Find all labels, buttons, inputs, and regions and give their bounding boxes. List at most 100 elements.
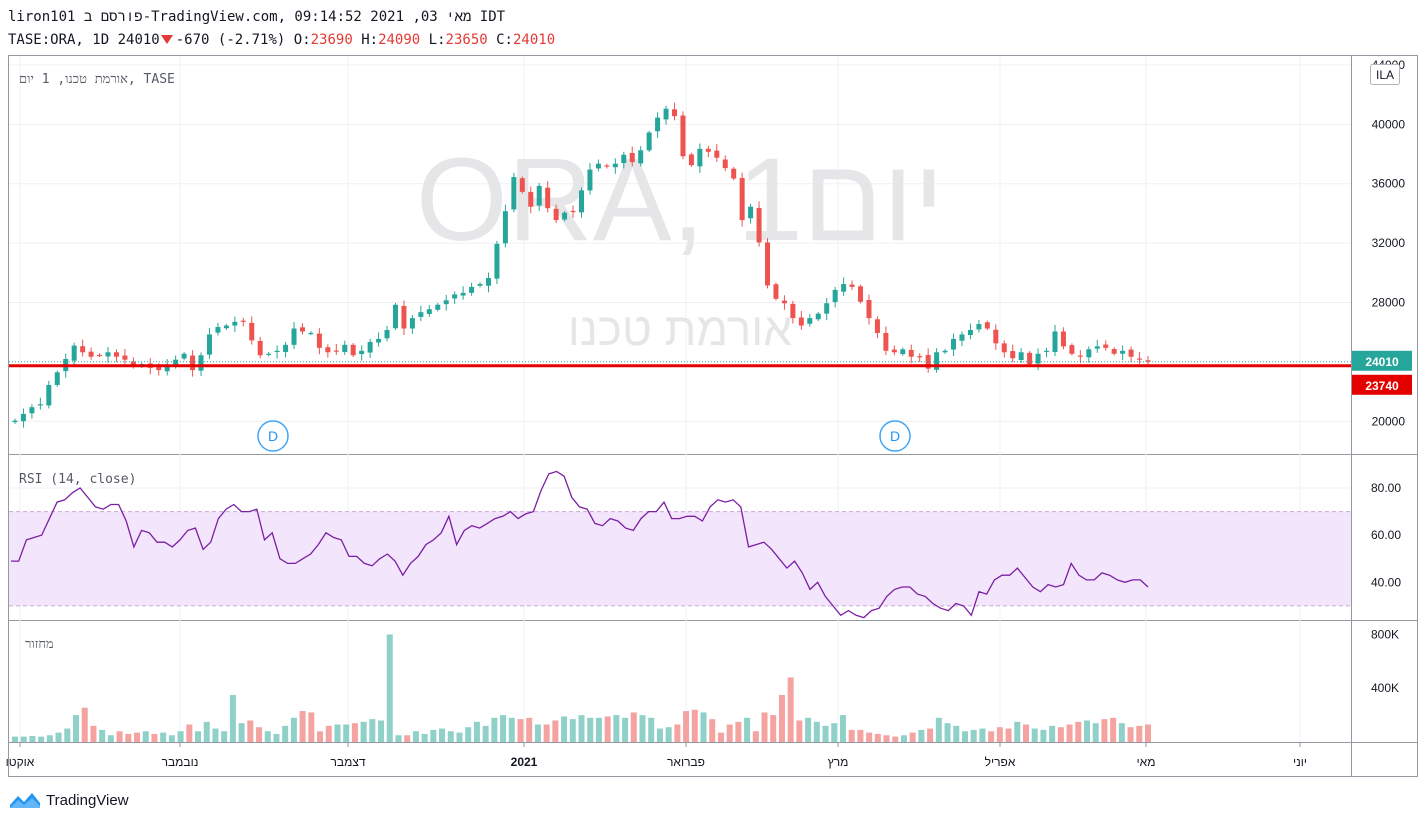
candle	[545, 181, 551, 213]
volume-bar	[465, 727, 472, 742]
watermark-subtitle: אורמת טכנו	[568, 303, 792, 355]
dividend-marker[interactable]: D	[257, 420, 289, 452]
volume-bar	[221, 731, 228, 742]
volume-bar	[1031, 728, 1038, 742]
candle	[1018, 348, 1024, 363]
candle	[20, 408, 26, 428]
candle	[460, 286, 466, 300]
candle	[688, 152, 694, 167]
volume-bar	[290, 717, 297, 742]
candle	[333, 343, 339, 355]
candle	[807, 313, 813, 327]
time-tick-label: 2021	[511, 755, 538, 769]
candle	[308, 331, 314, 336]
volume-bar	[203, 721, 210, 742]
candle	[511, 172, 517, 213]
rsi-tick-label: 40.00	[1371, 575, 1401, 589]
volume-bar	[273, 733, 280, 742]
candle	[967, 323, 973, 340]
candle	[452, 291, 458, 304]
candle	[587, 163, 593, 195]
volume-bar	[892, 736, 899, 742]
candle	[722, 155, 728, 172]
candle	[824, 297, 830, 321]
candle	[1001, 340, 1007, 358]
line-price-badge-label: 23740	[1365, 379, 1399, 393]
volume-bar	[395, 735, 402, 742]
candle	[942, 349, 948, 355]
candle	[409, 315, 415, 334]
tradingview-logo[interactable]: TradingView	[8, 790, 129, 810]
volume-bar	[1101, 719, 1108, 742]
volume-bar	[299, 711, 306, 742]
publish-info: liron101 פורסם ב-TradingView.com, מאי 03…	[8, 9, 506, 25]
candle	[705, 145, 711, 158]
volume-bar	[1110, 717, 1117, 742]
volume-bar	[412, 731, 419, 742]
volume-bar	[46, 735, 53, 742]
candle	[680, 111, 686, 160]
volume-bar	[953, 725, 960, 742]
volume-bar	[1075, 721, 1082, 742]
price-tick-label: 32000	[1372, 236, 1406, 250]
volume-bar	[247, 720, 254, 742]
candle	[798, 310, 804, 330]
volume-bar	[900, 735, 907, 742]
brand-name: TradingView	[46, 791, 129, 809]
time-tick-label: נובמבר	[162, 755, 199, 769]
volume-bar	[883, 735, 890, 742]
high-value: 24090	[378, 32, 421, 48]
price-tick-label: 28000	[1372, 296, 1406, 310]
candle	[756, 201, 762, 247]
candle	[426, 305, 432, 317]
volume-bar	[1083, 720, 1090, 742]
volume-bar	[282, 725, 289, 742]
volume-bar	[160, 732, 167, 742]
candle	[1010, 344, 1016, 363]
dividend-marker-label: D	[268, 428, 278, 444]
volume-bar	[482, 725, 489, 742]
currency-badge[interactable]	[1370, 64, 1400, 85]
volume-bar	[700, 712, 707, 742]
candle	[832, 286, 838, 308]
candle	[443, 294, 449, 311]
candle	[1120, 345, 1126, 361]
candle	[274, 345, 280, 359]
candle	[181, 351, 187, 361]
candle	[519, 176, 525, 194]
publish-line: liron101 פורסם ב-TradingView.com, מאי 03…	[8, 9, 505, 26]
volume-bar	[29, 735, 36, 742]
volume-bar	[604, 716, 611, 742]
volume-bar	[1005, 728, 1012, 742]
volume-bar	[134, 732, 141, 742]
candle	[325, 344, 331, 358]
rsi-tick-label: 80.00	[1371, 481, 1401, 495]
volume-bar	[622, 717, 629, 742]
time-axis[interactable]: אוקטו נובמבר דצמבר 2021 פברואר מרץ אפריל מאי יונ…	[6, 742, 1307, 769]
volume-bar	[369, 719, 376, 742]
candle	[1094, 339, 1100, 353]
candle	[401, 300, 407, 336]
candle	[1069, 343, 1075, 356]
volume-bar	[64, 728, 71, 742]
volume-bar	[430, 729, 437, 742]
volume-bar	[526, 717, 533, 742]
volume-series	[12, 634, 1151, 742]
watermark-title: ORA, 1יום	[416, 134, 944, 266]
volume-bar	[212, 728, 219, 742]
candle	[604, 163, 610, 169]
candle	[1145, 356, 1151, 365]
candle	[418, 305, 424, 322]
rsi-series	[11, 470, 1149, 619]
price-change: -670 (-2.71%)	[175, 32, 286, 48]
candle	[891, 345, 897, 356]
volume-bar	[822, 725, 829, 742]
line-price-badge	[1352, 374, 1412, 395]
dividend-marker[interactable]: D	[879, 420, 911, 452]
candle	[748, 203, 754, 224]
volume-bar	[38, 736, 45, 742]
candle	[257, 336, 263, 359]
currency-label: ILA	[1376, 68, 1394, 82]
panel-label: אורמת טכנו, 1 יום, TASE	[19, 72, 175, 87]
